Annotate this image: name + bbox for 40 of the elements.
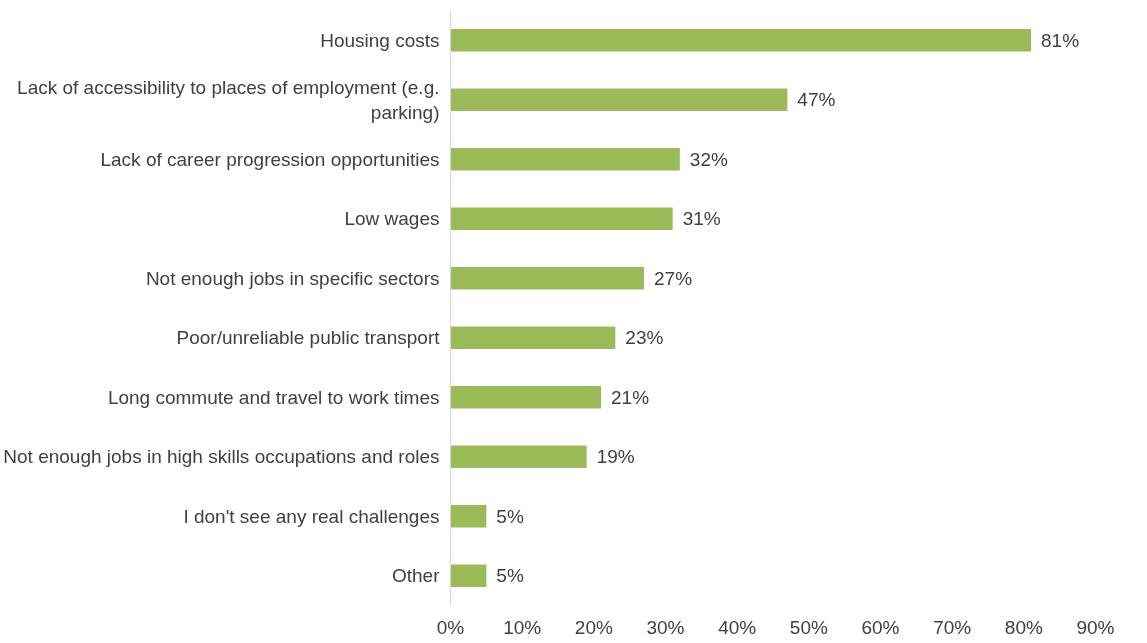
x-tick-label: 20%	[574, 616, 613, 638]
bar	[450, 564, 487, 588]
x-tick-label: 40%	[718, 616, 757, 638]
data-label: 19%	[596, 446, 635, 468]
bar	[450, 445, 587, 469]
y-tick-label: Not enough jobs in high skills occupations and roles	[3, 446, 440, 468]
x-tick-label: 50%	[789, 616, 828, 638]
x-tick-label: 30%	[646, 616, 685, 638]
data-label: 32%	[689, 148, 728, 170]
bar	[450, 207, 673, 231]
data-label: 47%	[797, 89, 836, 111]
bar	[450, 504, 487, 528]
y-tick-label: Lack of career progression opportunities	[100, 148, 440, 170]
bar	[450, 147, 680, 171]
x-tick-label: 90%	[1076, 616, 1115, 638]
bar	[450, 88, 788, 112]
y-tick-label: Other	[391, 565, 441, 587]
bar	[450, 326, 616, 350]
y-tick-label: Low wages	[344, 208, 440, 230]
y-tick-label: Housing costs	[320, 29, 440, 51]
y-tick-label: I don't see any real challenges	[183, 505, 440, 527]
bar	[450, 385, 601, 409]
data-label: 5%	[496, 565, 524, 587]
data-label: 27%	[654, 267, 693, 289]
x-tick-label: 60%	[861, 616, 900, 638]
bar	[450, 266, 644, 290]
x-tick-label: 10%	[503, 616, 542, 638]
y-tick-label: Long commute and travel to work times	[107, 386, 440, 408]
x-tick-label: 80%	[1004, 616, 1043, 638]
y-tick-label: Poor/unreliable public transport	[176, 327, 441, 349]
y-tick-label: Lack of accessibility to places of employment (e.g. parking)	[17, 76, 440, 123]
bar	[450, 28, 1031, 52]
data-label: 31%	[682, 208, 721, 230]
x-tick-label: 0%	[436, 616, 465, 638]
x-tick-label: 70%	[933, 616, 972, 638]
data-label: 23%	[625, 327, 664, 349]
data-label: 21%	[611, 386, 650, 408]
data-label: 81%	[1041, 29, 1080, 51]
y-tick-label: Not enough jobs in specific sectors	[145, 267, 440, 289]
data-label: 5%	[496, 505, 524, 527]
